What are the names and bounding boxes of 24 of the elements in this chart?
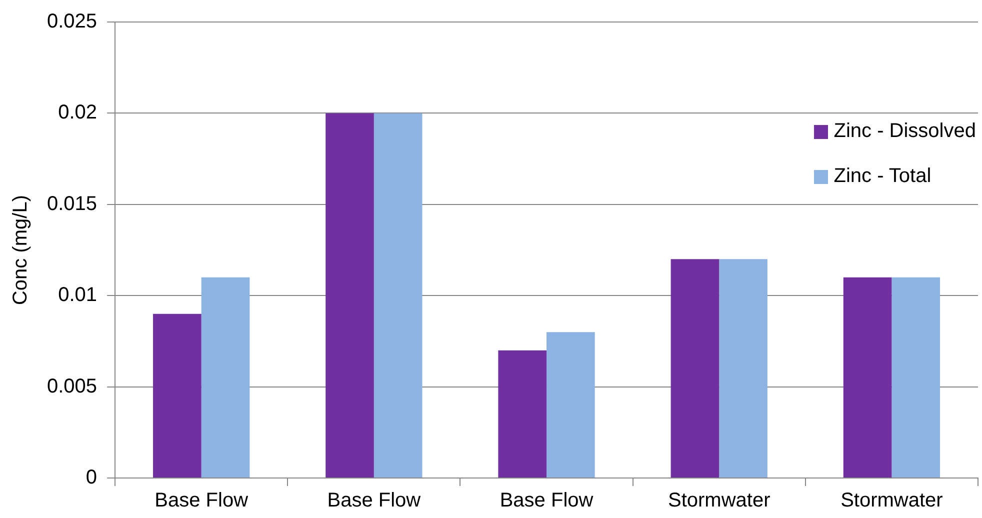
- bar: [201, 277, 250, 478]
- legend-label: Zinc - Dissolved: [834, 120, 976, 143]
- bar: [843, 277, 892, 478]
- y-tick-label: 0.005: [46, 375, 98, 398]
- y-axis-title: Conc (mg/L): [10, 194, 32, 306]
- x-tick-label: Stormwater: [840, 490, 944, 512]
- y-tick-label: 0.01: [58, 284, 98, 306]
- legend-label: Zinc - Total: [834, 165, 932, 188]
- bar: [546, 332, 595, 478]
- x-tick-label: Base Flow: [154, 490, 249, 512]
- bar: [374, 113, 422, 478]
- bar: [892, 277, 940, 478]
- y-tick-label: 0.02: [58, 102, 98, 124]
- bar: [670, 259, 720, 478]
- x-tick-label: Base Flow: [327, 490, 422, 512]
- bar: [153, 314, 202, 478]
- x-tick-label: Stormwater: [668, 490, 771, 512]
- bar: [719, 259, 768, 478]
- y-tick-label: 0: [86, 466, 98, 489]
- bar: [326, 113, 374, 478]
- y-tick-label: 0.025: [46, 10, 98, 33]
- y-tick-label: 0.015: [46, 192, 98, 215]
- x-tick-label: Base Flow: [500, 490, 594, 512]
- bar: [498, 350, 547, 478]
